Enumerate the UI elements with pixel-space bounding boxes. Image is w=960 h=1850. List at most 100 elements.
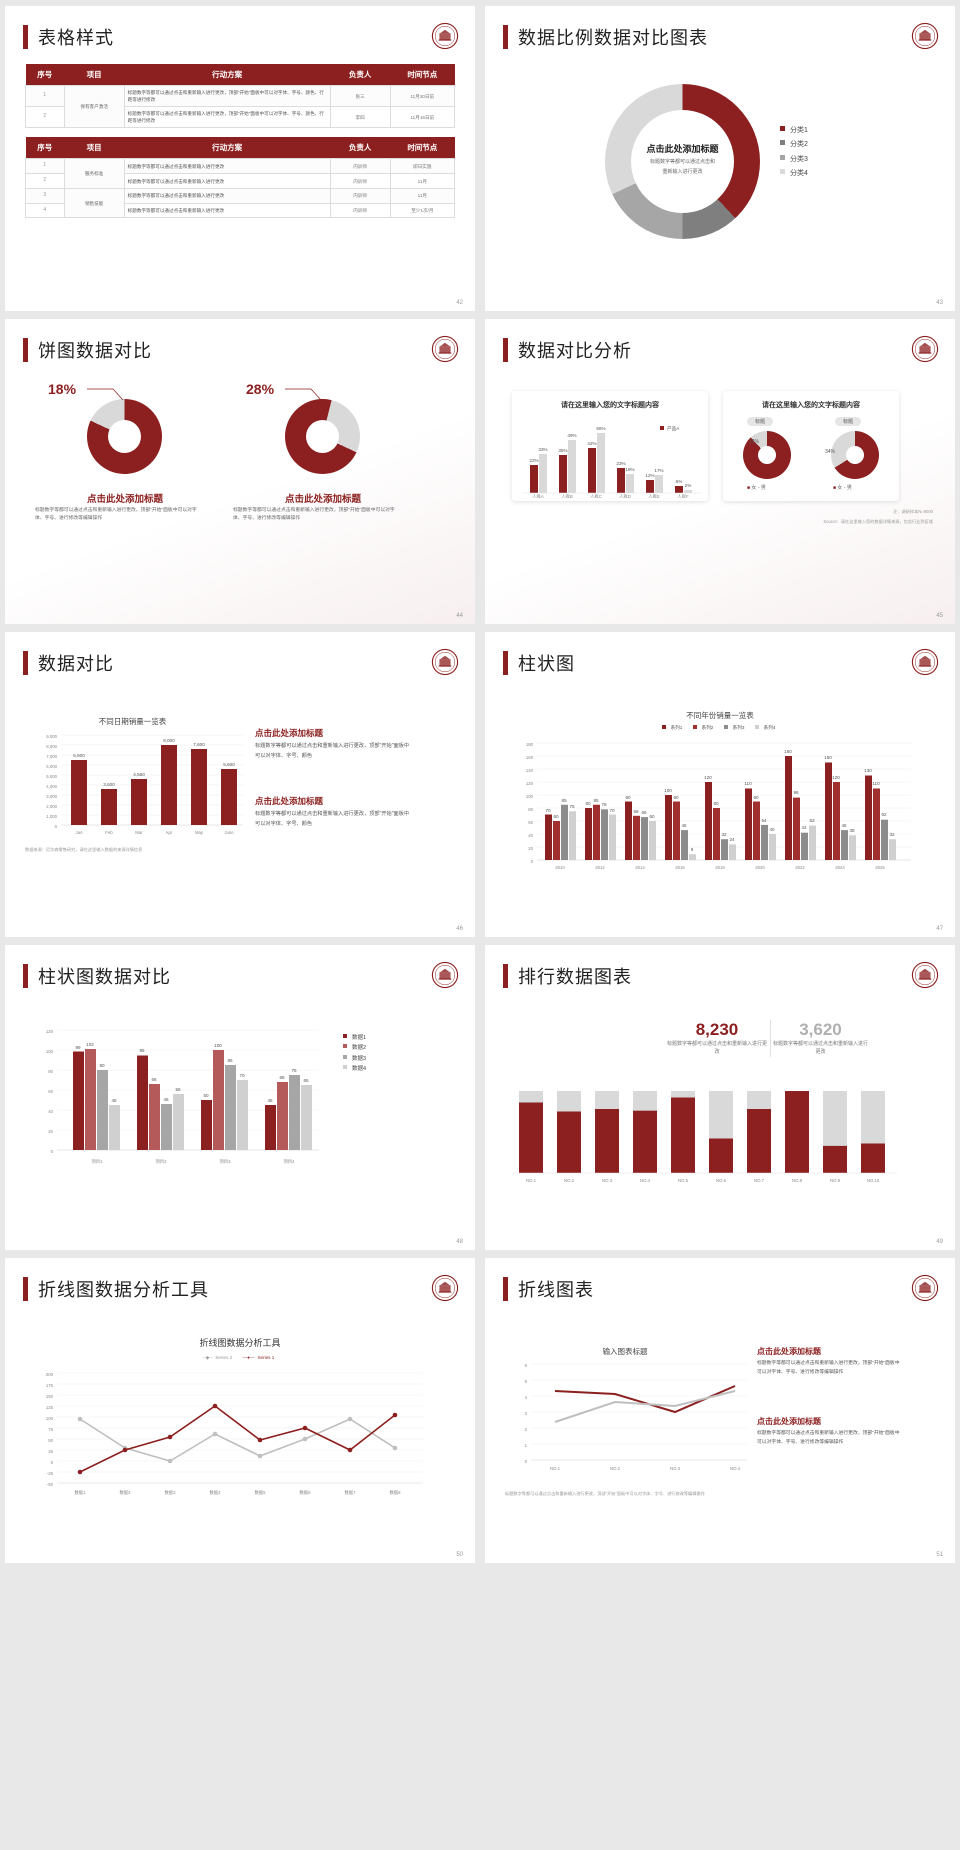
svg-text:125: 125 [46, 1405, 54, 1410]
title-accent-bar [23, 964, 28, 988]
cell-time: 至少1次/月 [389, 202, 456, 219]
slide-header: 折线图表 [485, 1258, 955, 1302]
cell-action: 标题数字等都可以通过点击和重新输入进行更改，顶部"开始"面板中可以对字体、字号、… [123, 84, 331, 108]
cell-owner: 内训师 [329, 202, 391, 219]
slide-grid: 表格样式 序号 项目 行动方案 负责人 时间节点 1 保有客户激活 标题数字等都… [5, 6, 955, 1563]
svg-text:6: 6 [525, 1363, 528, 1368]
legend-swatch-icon [723, 725, 728, 729]
legend-item: —●— Series 1 [242, 1355, 275, 1360]
gridlines [61, 734, 243, 816]
chart-legend: 系列1 系列2 系列3 系列4 [485, 725, 955, 731]
svg-text:NO.2: NO.2 [610, 1466, 621, 1471]
slide-thumbnail-45[interactable]: 数据对比分析 请在这里输入您的文字标题内容 2 [485, 319, 955, 624]
legend-item: 分类1 [780, 124, 808, 138]
svg-text:6%: 6% [676, 479, 683, 484]
cell-time: 11月 [389, 187, 456, 204]
svg-text:90: 90 [753, 795, 759, 800]
table-row: 1 服务标准 标题数字等都可以通过点击和重新输入进行更改 内训师 即日实施 [25, 158, 456, 189]
slide-thumbnail-43[interactable]: 数据比例数据对比图表 点击此处添加标题 标题数字等都可以通过点击和 重新输入进行… [485, 6, 955, 311]
svg-text:25: 25 [48, 1449, 53, 1454]
svg-text:3,600: 3,600 [103, 782, 115, 787]
y-axis-labels: 200 175 150 125 100 75 50 25 0 -25 -50 [46, 1372, 54, 1487]
svg-text:120: 120 [832, 775, 840, 780]
card-title: 请在这里输入您的文字标题内容 [561, 402, 659, 409]
svg-text:33%: 33% [538, 447, 547, 452]
svg-text:人群E: 人群E [648, 493, 660, 498]
svg-text:60: 60 [553, 814, 559, 819]
chart-title: 不同年份销量一览表 [686, 711, 754, 720]
svg-text:53: 53 [809, 818, 815, 823]
chart-title: 输入图表标题 [602, 1347, 648, 1356]
th-index: 序号 [25, 64, 65, 86]
caption-right: 点击此处添加标题 [284, 494, 361, 505]
cell-index: 3 [25, 187, 65, 204]
svg-text:56%: 56% [596, 426, 605, 431]
th-index: 序号 [25, 137, 65, 159]
donut-a-value: 12% [749, 439, 760, 445]
slide-header: 数据比例数据对比图表 [485, 6, 955, 50]
legend-swatch-icon [343, 1034, 347, 1038]
svg-text:NO.1: NO.1 [526, 1178, 537, 1183]
legend-swatch-icon [780, 140, 785, 146]
bars [73, 1049, 312, 1150]
slide-thumbnail-42[interactable]: 表格样式 序号 项目 行动方案 负责人 时间节点 1 保有客户激活 标题数字等都… [5, 6, 475, 311]
slide-thumbnail-44[interactable]: 饼图数据对比 18% 点击此处添加标题 标题数字等都可以通过点击和重新输入进行更… [5, 319, 475, 624]
school-seal-icon [431, 335, 459, 363]
svg-text:120: 120 [704, 775, 712, 780]
side-paragraph: 标题数字等都可以通过点击和重新输入进行更改，顶部"开始"面板中可以对字体、字号、… [255, 743, 410, 759]
slide-thumbnail-51[interactable]: 折线图表 输入图表标题 6 5 4 3 2 1 0 NO.1 NO.2 NO.3 [485, 1258, 955, 1563]
series-1-line [554, 1385, 736, 1414]
table-header-row: 序号 项目 行动方案 负责人 时间节点 [25, 64, 455, 86]
slide-thumbnail-48[interactable]: 柱状图数据对比 120 100 80 60 40 20 0 [5, 945, 475, 1250]
slide-thumbnail-46[interactable]: 数据对比 不同日期销量一览表 9,000 8,000 7,000 6,000 5,00… [5, 632, 475, 937]
svg-text:June: June [224, 830, 234, 835]
th-time: 时间节点 [390, 137, 455, 159]
source-note: 数据来源：尼尔森零售研究，请在这里输入数据的来源详情信息 [25, 847, 143, 852]
legend-a: ■ 女 - 男 [747, 485, 766, 491]
svg-text:-50: -50 [47, 1482, 54, 1487]
svg-text:50: 50 [203, 1093, 209, 1098]
svg-text:2: 2 [525, 1427, 528, 1432]
svg-text:49%: 49% [567, 433, 576, 438]
cell-time: 即日实施 [389, 158, 456, 175]
svg-text:项目2: 项目2 [156, 1159, 168, 1165]
svg-text:人群C: 人群C [590, 493, 602, 498]
svg-text:175: 175 [46, 1383, 54, 1388]
bar-chart-by-month: 9,000 8,000 7,000 6,000 5,000 4,000 3,000 2,0… [46, 734, 243, 835]
svg-text:66: 66 [641, 810, 647, 815]
legend-swatch-icon [780, 169, 785, 175]
slide-thumbnail-50[interactable]: 折线图数据分析工具 折线图数据分析工具 --◆-- Series 2 —●— Ser… [5, 1258, 475, 1563]
bars [519, 1091, 885, 1173]
side-paragraph: 标题数字等都可以通过点击和重新输入进行更改，顶部"开始"面板中可以对字体、字号、… [757, 1431, 900, 1445]
donut-hole [306, 420, 339, 453]
svg-text:5,600: 5,600 [223, 762, 235, 767]
th-time: 时间节点 [390, 64, 455, 86]
page-title: 数据比例数据对比图表 [518, 28, 708, 48]
series-2-line [554, 1390, 736, 1423]
svg-text:5,000: 5,000 [46, 774, 57, 779]
legend-item: --◆-- Series 2 [202, 1355, 233, 1360]
donut-label-a: 标题 [747, 417, 774, 426]
donut-chart-right [285, 399, 360, 474]
svg-text:2020: 2020 [755, 865, 765, 870]
slide-thumbnail-47[interactable]: 柱状图 不同年份销量一览表 系列1 系列2 系列3 系列4 180 160 140 … [485, 632, 955, 937]
series-1-line [79, 1405, 396, 1473]
svg-text:46: 46 [681, 823, 687, 828]
page-title: 柱状图 [518, 654, 575, 674]
school-seal-icon [911, 22, 939, 50]
y-axis-labels: 6 5 4 3 2 1 0 [525, 1363, 528, 1464]
svg-text:0: 0 [531, 859, 534, 864]
svg-text:120: 120 [526, 781, 534, 786]
svg-text:2012: 2012 [595, 865, 605, 870]
side-block-1: 点击此处添加标题 标题数字等都可以通过点击和重新输入进行更改，顶部"开始"面板中… [757, 1346, 902, 1378]
slide-number: 45 [936, 613, 943, 619]
svg-text:数据1: 数据1 [75, 1489, 87, 1496]
svg-text:NO.4: NO.4 [640, 1178, 651, 1183]
cell-project: 销售技能 [63, 187, 125, 219]
svg-text:24: 24 [729, 837, 735, 842]
school-seal-icon [431, 961, 459, 989]
svg-text:100: 100 [664, 788, 672, 793]
legend-swatch-icon [780, 126, 785, 131]
slide-thumbnail-49[interactable]: 排行数据图表 8,230 标题数字等都可以通过点击和重新输入进行更改 3,620… [485, 945, 955, 1250]
svg-text:80: 80 [585, 801, 591, 806]
